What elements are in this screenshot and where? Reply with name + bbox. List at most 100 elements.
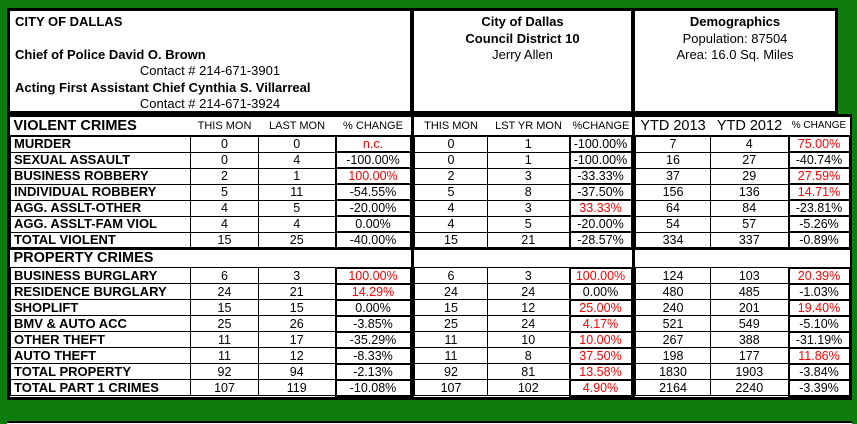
stat-cell: 8 — [487, 183, 570, 201]
stat-cell: -31.19% — [787, 330, 851, 349]
stat-cell: 100.00% — [334, 167, 412, 185]
stat-cell: 156 — [635, 183, 711, 201]
agency-header-box: CITY OF DALLAS Chief of Police David O. … — [7, 8, 413, 114]
table-row: 198 177 11.86% — [635, 346, 851, 365]
stat-cell: 13.58% — [568, 362, 633, 381]
stat-cell: 1 — [487, 151, 570, 169]
stat-cell: 5 — [487, 215, 570, 233]
stat-cell: 27 — [710, 151, 789, 169]
stat-cell: 201 — [710, 299, 789, 316]
row-label: BMV & AUTO ACC — [10, 315, 191, 332]
stat-cell: -5.10% — [787, 314, 851, 333]
stat-cell: -10.08% — [334, 378, 412, 397]
stat-cell: 337 — [710, 231, 789, 249]
stat-cell: 26 — [258, 315, 336, 332]
property-crimes-title: PROPERTY CRIMES — [10, 247, 411, 268]
stat-cell: -40.74% — [787, 151, 851, 169]
table-row: 25 24 4.17% — [414, 314, 633, 333]
council-member: Jerry Allen — [492, 47, 553, 62]
stat-cell: 11 — [258, 183, 336, 201]
stat-cell: 119 — [258, 379, 336, 396]
stat-cell: 2164 — [635, 379, 711, 396]
stat-cell: -0.89% — [787, 231, 851, 250]
demographics-title: Demographics — [689, 14, 781, 29]
stat-cell: 1903 — [710, 363, 789, 380]
stat-cell: 11 — [414, 347, 488, 364]
table-row: 15 21 -28.57% — [414, 231, 633, 250]
stat-cell: 0.00% — [334, 215, 412, 233]
stat-cell: 1 — [487, 135, 570, 153]
table-row: AGG. ASSLT-FAM VIOL 4 4 0.00% — [10, 215, 412, 233]
stat-cell: 0.00% — [334, 298, 412, 317]
stat-cell: 84 — [710, 199, 789, 217]
violent-crimes-title: VIOLENT CRIMES — [10, 117, 191, 137]
stat-cell: -54.55% — [334, 183, 412, 201]
stat-cell: -37.50% — [568, 183, 633, 201]
district-city: City of Dallas — [481, 14, 564, 29]
stat-cell: 33.33% — [568, 199, 633, 217]
table-row: 521 549 -5.10% — [635, 314, 851, 333]
stat-cell: 11 — [190, 347, 259, 364]
stat-cell: 16 — [635, 151, 711, 169]
stat-cell: 24 — [414, 283, 488, 300]
table-row: 1830 1903 -3.84% — [635, 362, 851, 381]
stat-cell: 64 — [635, 199, 711, 217]
table-row: 334 337 -0.89% — [635, 231, 851, 250]
column-header: %CHANGE — [569, 117, 632, 137]
stat-cell: 94 — [258, 363, 336, 380]
monthly-table: VIOLENT CRIMES THIS MON LAST MON% CHANGE MU… — [10, 117, 412, 397]
table-row: 6 3 100.00% — [414, 266, 633, 285]
table-row: 4 3 33.33% — [414, 199, 633, 217]
population-value: Population: 87504 — [682, 30, 788, 46]
stat-cell: 75.00% — [787, 135, 851, 153]
stat-cell: 549 — [710, 315, 789, 332]
stat-cell: 24 — [190, 283, 259, 300]
stat-cell: 124 — [635, 267, 711, 284]
stat-cell: 37.50% — [568, 346, 633, 365]
next-section-edge — [7, 421, 413, 424]
row-label: SHOPLIFT — [10, 299, 191, 316]
column-header: LAST MON — [258, 117, 336, 137]
column-header: LST YR MON — [487, 117, 570, 137]
table-row: 267 388 -31.19% — [635, 330, 851, 349]
table-row: TOTAL VIOLENT 15 25 -40.00% — [10, 231, 412, 250]
table-row: AGG. ASSLT-OTHER 4 5 -20.00% — [10, 199, 412, 217]
agency-title: CITY OF DALLAS — [15, 14, 123, 29]
stat-cell: 198 — [635, 347, 711, 364]
stat-cell: 107 — [414, 379, 488, 396]
stat-cell: -8.33% — [334, 346, 412, 365]
stat-cell: 4.17% — [568, 314, 633, 333]
table-row: 24 24 0.00% — [414, 282, 633, 301]
stat-cell: 0 — [258, 135, 336, 153]
stat-cell: -1.03% — [787, 282, 851, 301]
table-row: 16 27 -40.74% — [635, 151, 851, 169]
stat-cell: 4 — [414, 215, 488, 233]
stat-cell: 25 — [190, 315, 259, 332]
stat-cell: 24 — [487, 283, 570, 300]
demographics-header-box: Demographics Population: 87504 Area: 16.… — [632, 8, 838, 114]
stat-cell: 1830 — [635, 363, 711, 380]
table-row: 7 4 75.00% — [635, 135, 851, 153]
stat-cell: 1 — [258, 167, 336, 185]
stat-cell: 11 — [414, 331, 488, 348]
stat-cell: -23.81% — [787, 199, 851, 217]
stat-cell: 21 — [487, 231, 570, 249]
stat-cell: 100.00% — [334, 266, 412, 285]
table-row: 2 3 -33.33% — [414, 167, 633, 185]
column-header: THIS MON — [190, 117, 259, 137]
stat-cell: 10.00% — [568, 330, 633, 349]
stat-cell: 2240 — [710, 379, 789, 396]
table-row: 5 8 -37.50% — [414, 183, 633, 201]
row-label: INDIVIDUAL ROBBERY — [10, 183, 191, 201]
table-row: 4 5 -20.00% — [414, 215, 633, 233]
stat-cell: -100.00% — [568, 135, 633, 153]
row-label: SEXUAL ASSAULT — [10, 151, 191, 169]
table-row: 240 201 19.40% — [635, 298, 851, 317]
stat-cell: 5 — [414, 183, 488, 201]
stat-cell: 3 — [487, 199, 570, 217]
stat-cell: -100.00% — [568, 151, 633, 169]
stat-cell: 103 — [710, 267, 789, 284]
stat-cell: 15 — [190, 231, 259, 249]
stat-cell: 21 — [258, 283, 336, 300]
table-row: 0 1 -100.00% — [414, 151, 633, 169]
